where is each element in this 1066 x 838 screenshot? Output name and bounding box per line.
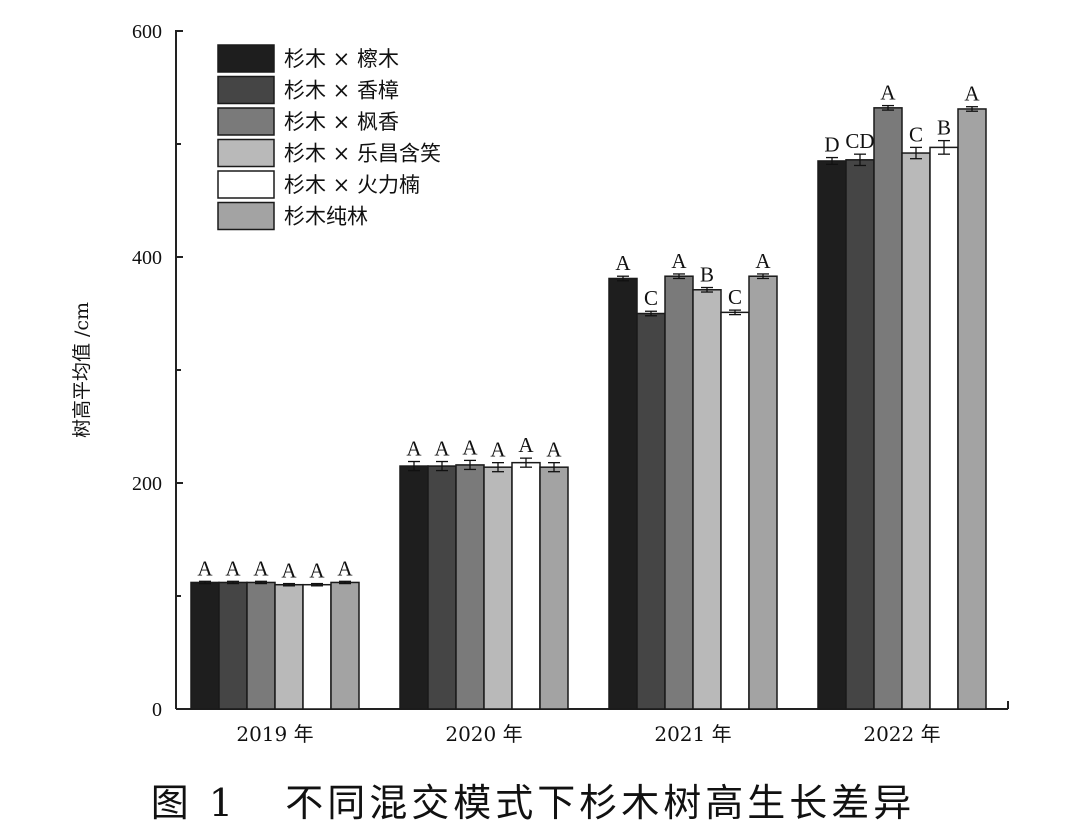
- legend-label: 杉木 × 枫香: [284, 110, 399, 134]
- y-tick-label: 600: [132, 21, 162, 43]
- legend-label: 杉木 × 檫木: [284, 47, 399, 71]
- legend-label: 杉木 × 火力楠: [284, 173, 420, 197]
- y-axis-label: 树高平均值 /cm: [71, 302, 93, 438]
- significance-label: A: [671, 249, 687, 273]
- legend-swatch: [217, 75, 275, 105]
- bar-chart: 0 200 400 600 树高平均值 /cm 2019 年 2020 年 2021 年 202…: [71, 21, 1009, 746]
- y-tick-label: 400: [132, 247, 162, 269]
- bar: [873, 107, 903, 710]
- legend-label: 杉木 × 乐昌含笑: [284, 142, 441, 166]
- significance-label: A: [880, 81, 896, 105]
- bar: [901, 152, 931, 710]
- significance-label: A: [615, 251, 631, 275]
- significance-label: A: [197, 556, 213, 580]
- significance-label: CD: [845, 129, 874, 153]
- significance-label: C: [644, 286, 658, 310]
- bar: [427, 465, 457, 710]
- bar: [817, 160, 847, 710]
- bar: [190, 581, 220, 710]
- x-category-label: 2020 年: [445, 722, 522, 746]
- bar: [748, 275, 778, 710]
- legend-swatch: [217, 107, 275, 136]
- significance-label: A: [518, 433, 534, 457]
- significance-label: A: [253, 556, 269, 580]
- significance-label: C: [728, 285, 742, 309]
- bar: [483, 466, 513, 710]
- significance-label: A: [434, 437, 450, 461]
- significance-label: A: [546, 438, 562, 462]
- bar: [845, 159, 875, 710]
- bar: [246, 581, 276, 710]
- significance-label: A: [309, 559, 325, 583]
- y-tick-label: 0: [152, 699, 162, 721]
- significance-label: A: [964, 82, 980, 106]
- significance-label: B: [937, 116, 951, 140]
- x-category-label: 2022 年: [863, 722, 940, 746]
- bar: [929, 146, 959, 710]
- bar: [692, 289, 722, 710]
- significance-label: A: [281, 559, 297, 583]
- bar: [539, 466, 569, 710]
- significance-label: A: [337, 556, 353, 580]
- bar: [302, 583, 332, 710]
- significance-label: A: [462, 435, 478, 459]
- bar: [330, 581, 360, 710]
- figure-caption: 图 1 不同混交模式下杉木树高生长差异: [150, 781, 916, 825]
- significance-label: C: [909, 122, 923, 146]
- significance-label: A: [225, 556, 241, 580]
- y-tick-label: 200: [132, 473, 162, 495]
- legend-swatch: [217, 44, 275, 73]
- legend-swatch: [217, 201, 275, 231]
- bar: [511, 461, 541, 710]
- x-category-label: 2019 年: [236, 722, 313, 746]
- legend-swatch: [217, 138, 275, 168]
- legend-label: 杉木 × 香樟: [284, 79, 399, 103]
- bar: [664, 275, 694, 710]
- bar: [957, 108, 987, 710]
- bar: [274, 583, 304, 710]
- bar: [720, 311, 750, 710]
- x-category-label: 2021 年: [654, 722, 731, 746]
- significance-label: A: [755, 249, 771, 273]
- significance-label: D: [824, 133, 839, 157]
- bar: [399, 465, 429, 710]
- significance-label: A: [490, 438, 506, 462]
- bar: [636, 312, 666, 710]
- significance-label: A: [406, 437, 422, 461]
- significance-label: B: [700, 263, 714, 287]
- bar: [218, 581, 248, 710]
- bar: [608, 277, 638, 710]
- bar: [455, 464, 485, 710]
- legend-label: 杉木纯林: [284, 205, 368, 229]
- legend-swatch: [217, 170, 275, 199]
